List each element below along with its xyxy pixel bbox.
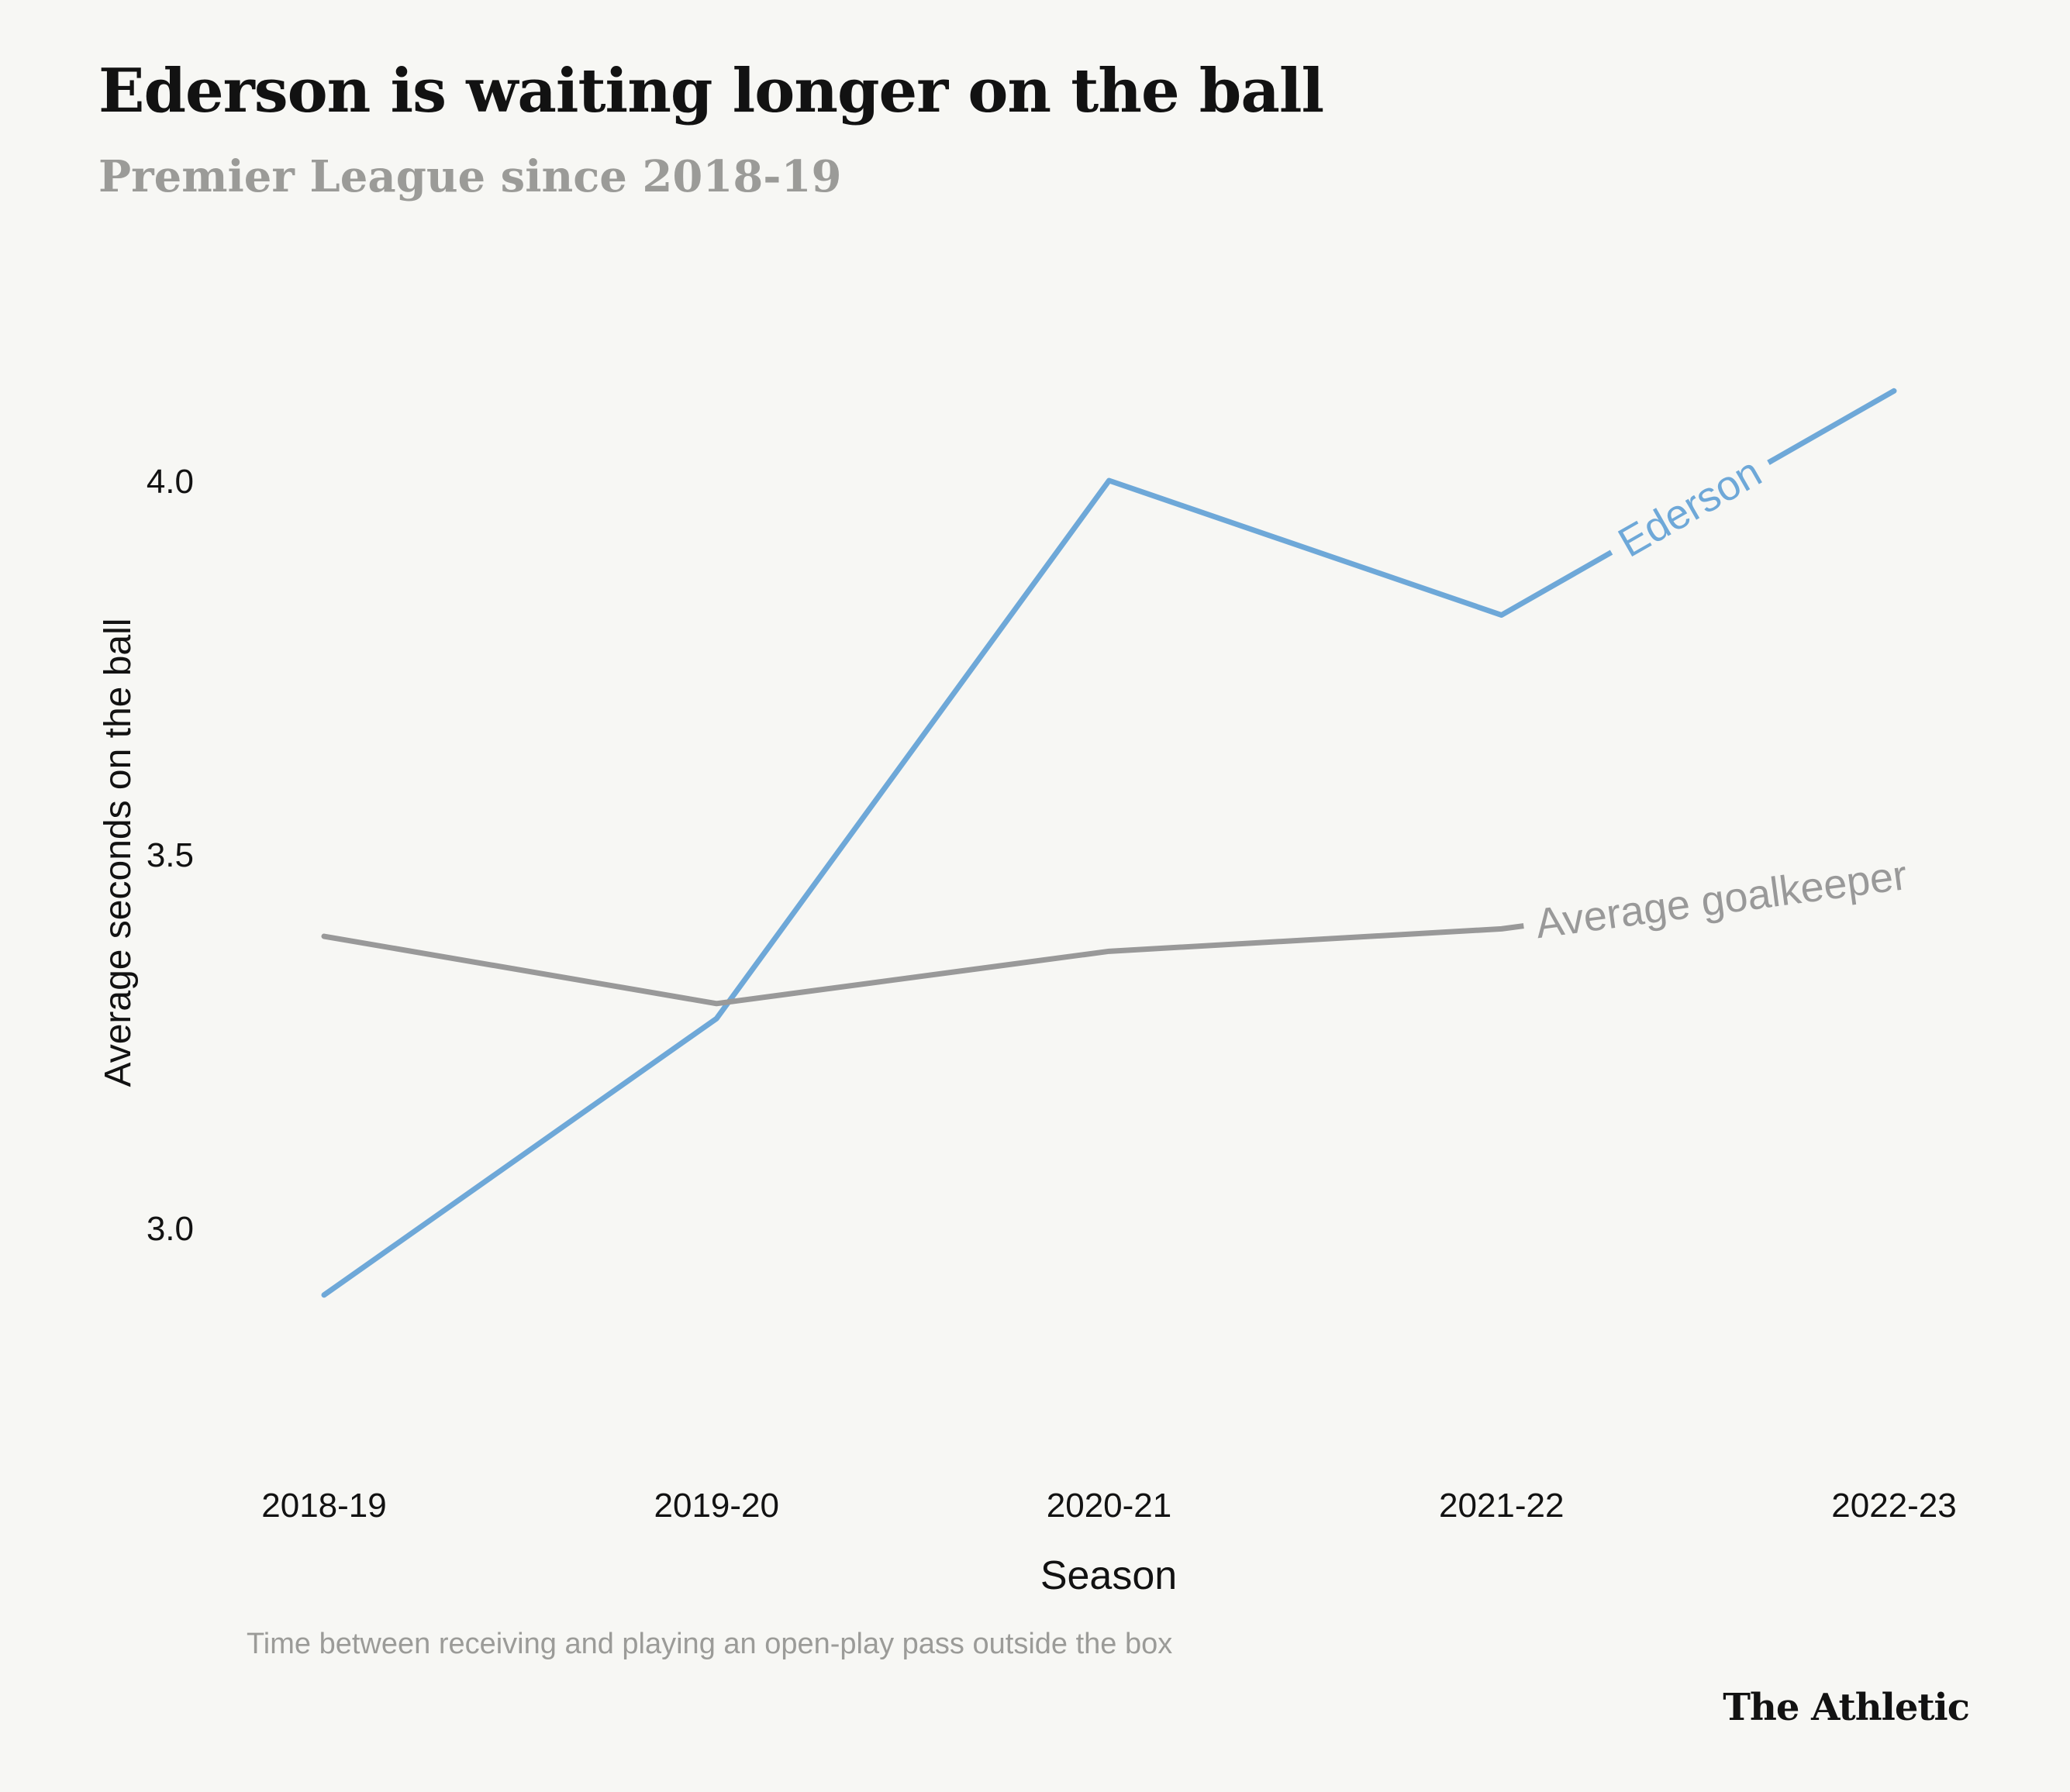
series-label: Ederson (1611, 449, 1769, 567)
chart-subtitle: Premier League since 2018-19 (98, 151, 842, 202)
series-label-group: Average goalkeeper (1520, 847, 1923, 952)
x-tick-label: 2018-19 (261, 1487, 386, 1525)
series-label-group: Ederson (1598, 439, 1782, 575)
x-axis-ticks: 2018-19 2019-20 2020-21 2021-22 2022-23 (261, 1487, 1956, 1525)
x-tick-label: 2019-20 (654, 1487, 779, 1525)
x-axis-label: Season (1040, 1553, 1177, 1598)
chart-title: Ederson is waiting longer on the ball (98, 56, 1324, 126)
x-tick-label: 2021-22 (1439, 1487, 1564, 1525)
y-tick-label: 4.0 (147, 463, 194, 501)
series-label: Average goalkeeper (1533, 852, 1910, 947)
brand-logo: The Athletic (1723, 1686, 1970, 1729)
y-axis-ticks: 3.0 3.5 4.0 (147, 463, 194, 1248)
y-axis-label: Average seconds on the ball (98, 619, 139, 1087)
series-label-background (1520, 847, 1923, 952)
y-tick-label: 3.5 (147, 836, 194, 874)
series-group: Ederson Average goalkeeper (321, 388, 1923, 1298)
series-label-background (1598, 439, 1782, 575)
footnote: Time between receiving and playing an op… (247, 1628, 1173, 1660)
y-tick-label: 3.0 (147, 1210, 194, 1248)
x-tick-label: 2020-21 (1047, 1487, 1171, 1525)
x-tick-label: 2022-23 (1831, 1487, 1956, 1525)
